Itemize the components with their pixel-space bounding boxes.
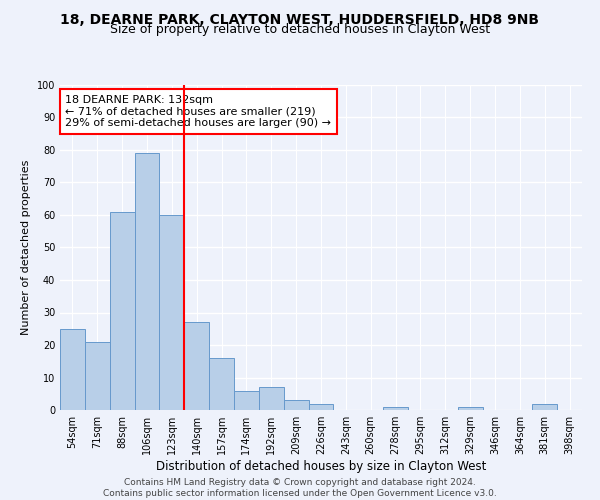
Bar [284,400,308,410]
Text: Size of property relative to detached houses in Clayton West: Size of property relative to detached ho… [110,22,490,36]
Bar [160,215,184,410]
Bar [85,342,110,410]
Bar [209,358,234,410]
Bar [259,387,284,410]
Bar [60,329,85,410]
Text: 18 DEARNE PARK: 132sqm
← 71% of detached houses are smaller (219)
29% of semi-de: 18 DEARNE PARK: 132sqm ← 71% of detached… [65,94,331,128]
Bar [234,390,259,410]
Y-axis label: Number of detached properties: Number of detached properties [21,160,31,335]
Bar [110,212,134,410]
X-axis label: Distribution of detached houses by size in Clayton West: Distribution of detached houses by size … [156,460,486,473]
Bar [383,407,408,410]
Bar [532,404,557,410]
Bar [184,322,209,410]
Text: 18, DEARNE PARK, CLAYTON WEST, HUDDERSFIELD, HD8 9NB: 18, DEARNE PARK, CLAYTON WEST, HUDDERSFI… [61,12,539,26]
Bar [458,407,482,410]
Bar [134,153,160,410]
Text: Contains HM Land Registry data © Crown copyright and database right 2024.
Contai: Contains HM Land Registry data © Crown c… [103,478,497,498]
Bar [308,404,334,410]
